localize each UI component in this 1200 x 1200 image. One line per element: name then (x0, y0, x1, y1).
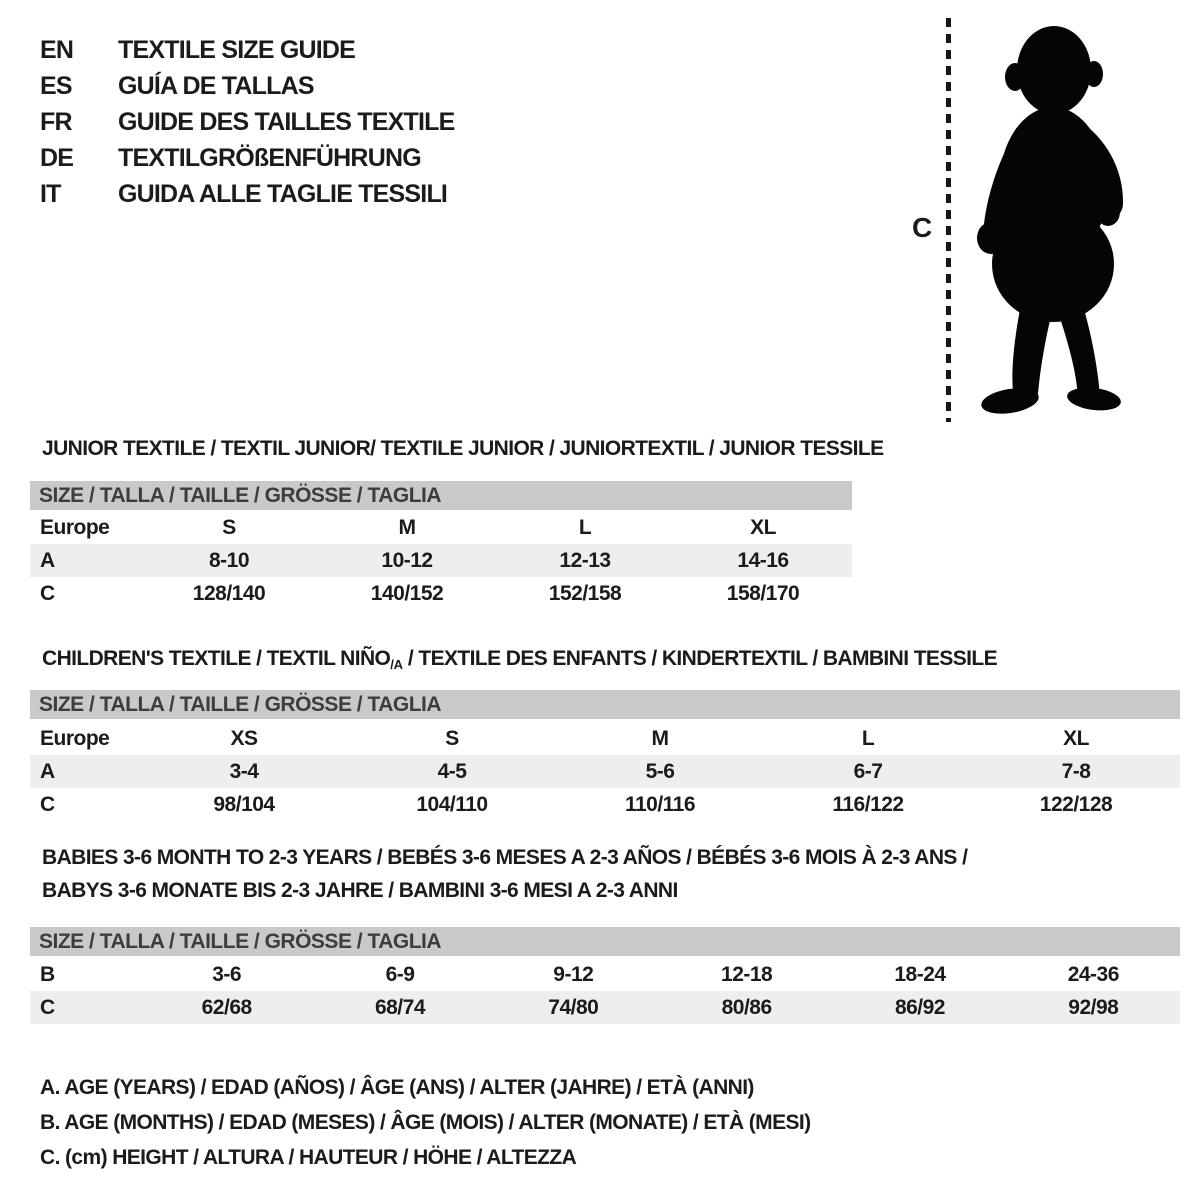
value-cell: 122/128 (1039, 792, 1113, 816)
value-cell: L (578, 515, 592, 539)
row-label-cell: A (40, 759, 55, 783)
language-code: IT (40, 179, 61, 208)
value-cell: 7-8 (1061, 759, 1091, 783)
row-label-cell: C (40, 792, 55, 816)
table-row-age: A 8-10 10-12 12-13 14-16 (30, 544, 852, 577)
children-section-title: CHILDREN'S TEXTILE / TEXTIL NIÑO/A / TEX… (42, 647, 998, 672)
row-label-cell: Europe (40, 726, 110, 750)
value-cell: XS (230, 726, 258, 750)
babies-section-title-line1: BABIES 3-6 MONTH TO 2-3 YEARS / BEBÉS 3-… (42, 846, 968, 869)
junior-size-table: Europe S M L XL A 8-10 10-12 12-13 14-16… (30, 511, 852, 610)
value-cell: 62/68 (201, 995, 253, 1019)
value-cell: 12-13 (559, 548, 611, 572)
value-cell: 116/122 (832, 792, 904, 816)
value-cell: XL (1063, 726, 1089, 750)
value-cell: M (398, 515, 417, 539)
children-title-part1: CHILDREN'S TEXTILE / TEXTIL NIÑO (42, 647, 391, 670)
table-row-height: C 62/68 68/74 74/80 80/86 86/92 92/98 (30, 991, 1180, 1024)
table-row-age: A 3-4 4-5 5-6 6-7 7-8 (30, 755, 1180, 788)
junior-size-header-bar: SIZE / TALLA / TAILLE / GRÖSSE / TAGLIA (30, 481, 852, 510)
legend-line-a: A. AGE (YEARS) / EDAD (AÑOS) / ÂGE (ANS)… (40, 1076, 754, 1099)
row-label-cell: B (40, 962, 55, 986)
value-cell: 80/86 (721, 995, 773, 1019)
value-cell: 140/152 (370, 581, 444, 605)
value-cell: S (445, 726, 459, 750)
language-title: TEXTILGRÖßENFÜHRUNG (118, 143, 422, 172)
value-cell: 14-16 (737, 548, 789, 572)
value-cell: 6-7 (853, 759, 883, 783)
row-label-cell: C (40, 581, 55, 605)
table-row-europe: Europe XS S M L XL (30, 722, 1180, 755)
language-title: TEXTILE SIZE GUIDE (118, 35, 356, 64)
value-cell: 110/116 (624, 792, 696, 816)
children-size-header-bar: SIZE / TALLA / TAILLE / GRÖSSE / TAGLIA (30, 690, 1180, 719)
language-row: ES GUÍA DE TALLAS (40, 68, 455, 104)
language-title: GUÍA DE TALLAS (118, 71, 315, 100)
value-cell: 8-10 (208, 548, 250, 572)
table-row-europe: Europe S M L XL (30, 511, 852, 544)
value-cell: 128/140 (192, 581, 266, 605)
value-cell: S (222, 515, 236, 539)
babies-section-title-line2: BABYS 3-6 MONATE BIS 2-3 JAHRE / BAMBINI… (42, 879, 678, 902)
value-cell: 24-36 (1067, 962, 1120, 986)
language-code: EN (40, 35, 74, 64)
language-row: DE TEXTILGRÖßENFÜHRUNG (40, 140, 455, 176)
junior-section-title: JUNIOR TEXTILE / TEXTIL JUNIOR/ TEXTILE … (42, 437, 884, 460)
value-cell: 92/98 (1068, 995, 1119, 1019)
value-cell: 4-5 (437, 759, 467, 783)
toddler-silhouette-icon (977, 26, 1124, 414)
height-measure-dashed-line (946, 18, 951, 422)
table-row-height: C 128/140 140/152 152/158 158/170 (30, 577, 852, 610)
measure-label-c: C (912, 212, 933, 243)
row-label-cell: C (40, 995, 55, 1019)
language-title-list: EN TEXTILE SIZE GUIDE ES GUÍA DE TALLAS … (40, 32, 455, 212)
value-cell: 68/74 (374, 995, 426, 1019)
value-cell: 9-12 (553, 962, 594, 986)
value-cell: 12-18 (721, 962, 773, 986)
language-row: FR GUIDE DES TAILLES TEXTILE (40, 104, 455, 140)
table-row-height: C 98/104 104/110 110/116 116/122 122/128 (30, 788, 1180, 821)
value-cell: 3-6 (212, 962, 242, 986)
value-cell: 3-4 (229, 759, 259, 783)
value-cell: 5-6 (645, 759, 675, 783)
children-title-part2: / TEXTILE DES ENFANTS / KINDERTEXTIL / B… (402, 647, 998, 670)
value-cell: 158/170 (726, 581, 800, 605)
value-cell: 104/110 (416, 792, 488, 816)
value-cell: 18-24 (894, 962, 946, 986)
row-label-cell: Europe (40, 515, 110, 539)
children-size-table: Europe XS S M L XL A 3-4 4-5 5-6 6-7 7-8… (30, 722, 1180, 821)
language-row: EN TEXTILE SIZE GUIDE (40, 32, 455, 68)
value-cell: 86/92 (894, 995, 946, 1019)
language-code: ES (40, 71, 73, 100)
babies-size-header-bar: SIZE / TALLA / TAILLE / GRÖSSE / TAGLIA (30, 927, 1180, 956)
silhouette-shape (977, 26, 1124, 414)
value-cell: 10-12 (381, 548, 433, 572)
measurement-legend: A. AGE (YEARS) / EDAD (AÑOS) / ÂGE (ANS)… (40, 1070, 811, 1175)
language-code: DE (40, 143, 74, 172)
row-label-cell: A (40, 548, 55, 572)
value-cell: M (651, 726, 670, 750)
value-cell: 74/80 (548, 995, 599, 1019)
table-row-age-months: B 3-6 6-9 9-12 12-18 18-24 24-36 (30, 958, 1180, 991)
babies-size-table: B 3-6 6-9 9-12 12-18 18-24 24-36 C 62/68… (30, 958, 1180, 1024)
legend-line-b: B. AGE (MONTHS) / EDAD (MESES) / ÂGE (MO… (40, 1111, 811, 1134)
language-title: GUIDE DES TAILLES TEXTILE (118, 107, 455, 136)
language-code: FR (40, 107, 73, 136)
value-cell: 98/104 (213, 792, 275, 816)
value-cell: 6-9 (385, 962, 415, 986)
value-cell: 152/158 (548, 581, 622, 605)
language-row: IT GUIDA ALLE TAGLIE TESSILI (40, 176, 455, 212)
children-title-subscript: /A (390, 657, 403, 672)
legend-line-c: C. (cm) HEIGHT / ALTURA / HAUTEUR / HÖHE… (40, 1146, 577, 1169)
value-cell: XL (750, 515, 776, 539)
language-title: GUIDA ALLE TAGLIE TESSILI (118, 179, 448, 208)
value-cell: L (861, 726, 875, 750)
